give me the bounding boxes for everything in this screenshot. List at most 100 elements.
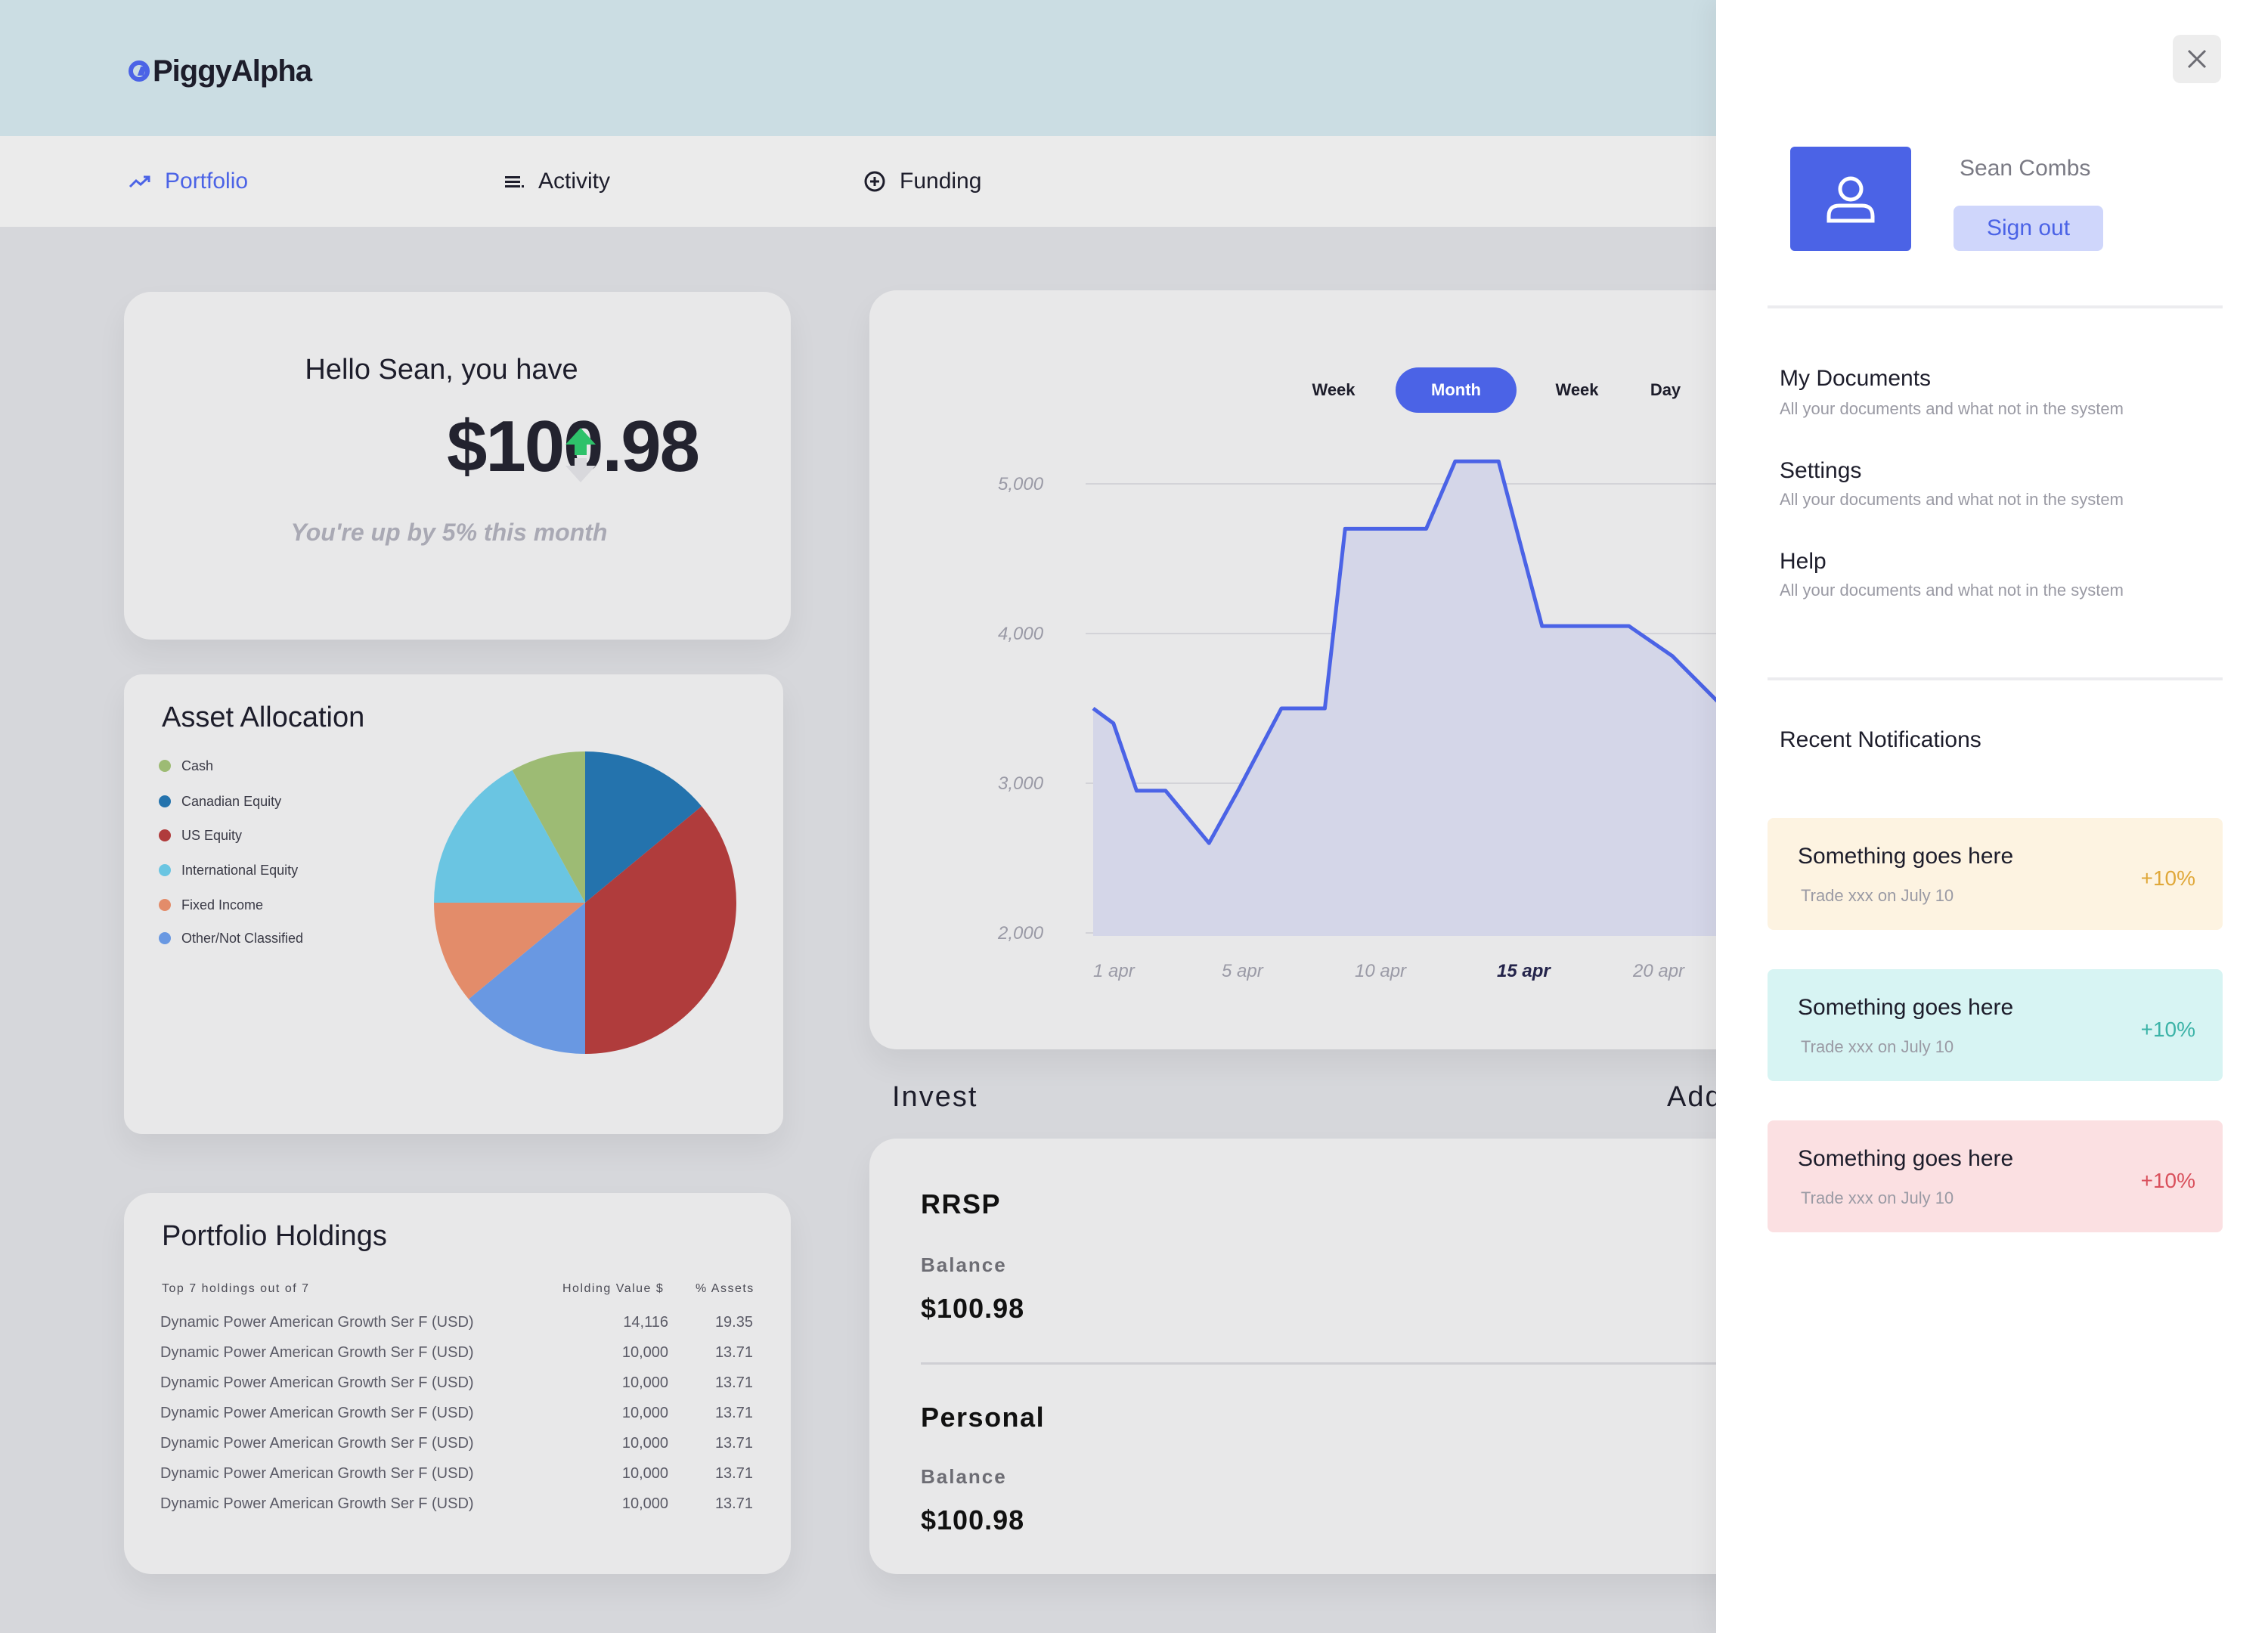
notification-card[interactable]: Something goes here Trade xxx on July 10…: [1768, 1120, 2223, 1232]
legend-item: Canadian Equity: [159, 790, 281, 813]
notification-card[interactable]: Something goes here Trade xxx on July 10…: [1768, 969, 2223, 1081]
add-account-link[interactable]: Add: [1667, 1081, 1723, 1113]
legend-swatch: [159, 829, 171, 841]
close-icon: [2187, 49, 2207, 69]
table-row[interactable]: Dynamic Power American Growth Ser F (USD…: [160, 1495, 759, 1526]
holding-pct: 13.71: [714, 1344, 753, 1361]
menu-my-documents[interactable]: My Documents: [1780, 366, 1932, 391]
x-tick-label: 20 apr: [1632, 961, 1685, 981]
legend-item: Cash: [159, 755, 213, 777]
holding-value: 10,000: [621, 1405, 668, 1421]
balance-label: Balance: [921, 1465, 1007, 1488]
pie-slice-us-equity: [585, 806, 736, 1054]
holding-name: Dynamic Power American Growth Ser F (USD…: [160, 1344, 474, 1361]
nav-activity-label: Activity: [538, 169, 611, 194]
plus-circle-icon: [864, 171, 885, 192]
balance-amount: $100.98: [446, 406, 700, 487]
holding-value: 10,000: [621, 1374, 668, 1391]
table-row[interactable]: Dynamic Power American Growth Ser F (USD…: [160, 1435, 759, 1465]
user-side-panel: Sean Combs Sign out My Documents All you…: [1716, 0, 2268, 1633]
holding-name: Dynamic Power American Growth Ser F (USD…: [160, 1435, 474, 1452]
legend-label: US Equity: [181, 827, 243, 843]
nav-funding[interactable]: Funding: [863, 136, 981, 227]
legend-swatch: [159, 899, 171, 911]
sign-out-button[interactable]: Sign out: [1954, 206, 2103, 251]
series-area: [1093, 461, 1777, 936]
account-balance: $100.98: [921, 1293, 1025, 1324]
menu-description: All your documents and what not in the s…: [1780, 399, 2124, 418]
portfolio-holdings-card: Portfolio Holdings Top 7 holdings out of…: [124, 1193, 791, 1574]
asset-allocation-title: Asset Allocation: [162, 702, 365, 733]
y-tick-label: 5,000: [998, 474, 1044, 494]
performance-chart-card: Week Month Week Day 5,000 4,000 3,000 2,000…: [869, 290, 1777, 1049]
holding-pct: 13.71: [714, 1374, 753, 1391]
holding-name: Dynamic Power American Growth Ser F (USD…: [160, 1465, 474, 1482]
holding-pct: 13.71: [714, 1435, 753, 1452]
legend-label: International Equity: [181, 862, 299, 878]
table-row[interactable]: Dynamic Power American Growth Ser F (USD…: [160, 1465, 759, 1495]
x-tick-label: 5 apr: [1222, 961, 1264, 981]
legend-label: Canadian Equity: [181, 793, 282, 809]
allocation-pie-chart: [434, 751, 736, 1054]
asset-allocation-card: Asset Allocation Cash Canadian Equity US…: [124, 674, 783, 1134]
period-week-button[interactable]: Week: [1312, 380, 1356, 399]
period-week-button-2[interactable]: Week: [1555, 380, 1599, 399]
x-tick-label: 10 apr: [1355, 961, 1407, 981]
holding-name: Dynamic Power American Growth Ser F (USD…: [160, 1314, 474, 1331]
list-icon: [505, 176, 524, 187]
legend-item: Other/Not Classified: [159, 927, 303, 950]
close-panel-button[interactable]: [2173, 35, 2221, 83]
menu-description: All your documents and what not in the s…: [1780, 581, 2124, 600]
notification-subtitle: Trade xxx on July 10: [1801, 886, 1954, 905]
legend-swatch: [159, 864, 171, 876]
nav-portfolio[interactable]: Portfolio: [129, 136, 248, 227]
user-icon: [1826, 176, 1875, 223]
x-tick-label: 1 apr: [1093, 961, 1136, 981]
table-row[interactable]: Dynamic Power American Growth Ser F (USD…: [160, 1344, 759, 1374]
table-row[interactable]: Dynamic Power American Growth Ser F (USD…: [160, 1405, 759, 1435]
holdings-pct-header: % Assets: [696, 1282, 754, 1295]
pie-slice-cash: [512, 751, 585, 903]
holding-value: 10,000: [621, 1495, 668, 1512]
period-month-button[interactable]: Month: [1396, 367, 1517, 413]
notification-title: Something goes here: [1798, 995, 2014, 1020]
legend-label: Fixed Income: [181, 897, 264, 913]
menu-settings[interactable]: Settings: [1780, 458, 1862, 483]
nav-portfolio-label: Portfolio: [165, 169, 249, 194]
account-name[interactable]: Personal: [921, 1402, 1046, 1433]
app-name: PiggyAlpha: [153, 54, 312, 88]
nav-activity[interactable]: Activity: [503, 136, 610, 227]
trending-up-icon: [129, 175, 150, 188]
y-tick-label: 4,000: [998, 624, 1044, 644]
holding-name: Dynamic Power American Growth Ser F (USD…: [160, 1405, 474, 1421]
notification-value: +10%: [2140, 866, 2195, 890]
account-divider: [921, 1362, 1775, 1365]
avatar[interactable]: [1790, 147, 1911, 251]
account-balance: $100.98: [921, 1504, 1025, 1535]
y-tick-label: 3,000: [998, 773, 1044, 794]
series-line: [1092, 459, 1777, 845]
holding-pct: 19.35: [714, 1314, 753, 1331]
notification-card[interactable]: Something goes here Trade xxx on July 10…: [1768, 818, 2223, 930]
holding-value: 14,116: [623, 1314, 668, 1331]
pie-slice-other-not-classified: [468, 903, 585, 1054]
holding-name: Dynamic Power American Growth Ser F (USD…: [160, 1495, 474, 1512]
legend-label: Other/Not Classified: [181, 930, 304, 946]
pie-slice-international-equity: [434, 770, 585, 903]
menu-help[interactable]: Help: [1780, 549, 1826, 574]
account-name[interactable]: RRSP: [921, 1188, 1002, 1219]
app-logo[interactable]: PiggyAlpha: [129, 50, 312, 92]
greeting-text: Hello Sean, you have: [305, 354, 578, 386]
notification-subtitle: Trade xxx on July 10: [1801, 1037, 1954, 1056]
table-row[interactable]: Dynamic Power American Growth Ser F (USD…: [160, 1374, 759, 1405]
pie-slice-fixed-income: [434, 903, 585, 999]
accounts-card: RRSP Balance $100.98 Personal Balance $1…: [869, 1139, 1777, 1574]
x-tick-label: 15 apr: [1497, 961, 1551, 981]
panel-divider: [1768, 305, 2223, 308]
nav-funding-label: Funding: [900, 169, 982, 194]
table-row[interactable]: Dynamic Power American Growth Ser F (USD…: [160, 1314, 759, 1344]
y-tick-label: 2,000: [997, 923, 1044, 944]
growth-text: You're up by 5% this month: [290, 519, 608, 546]
notification-value: +10%: [2140, 1018, 2195, 1041]
period-day-button[interactable]: Day: [1650, 380, 1681, 399]
